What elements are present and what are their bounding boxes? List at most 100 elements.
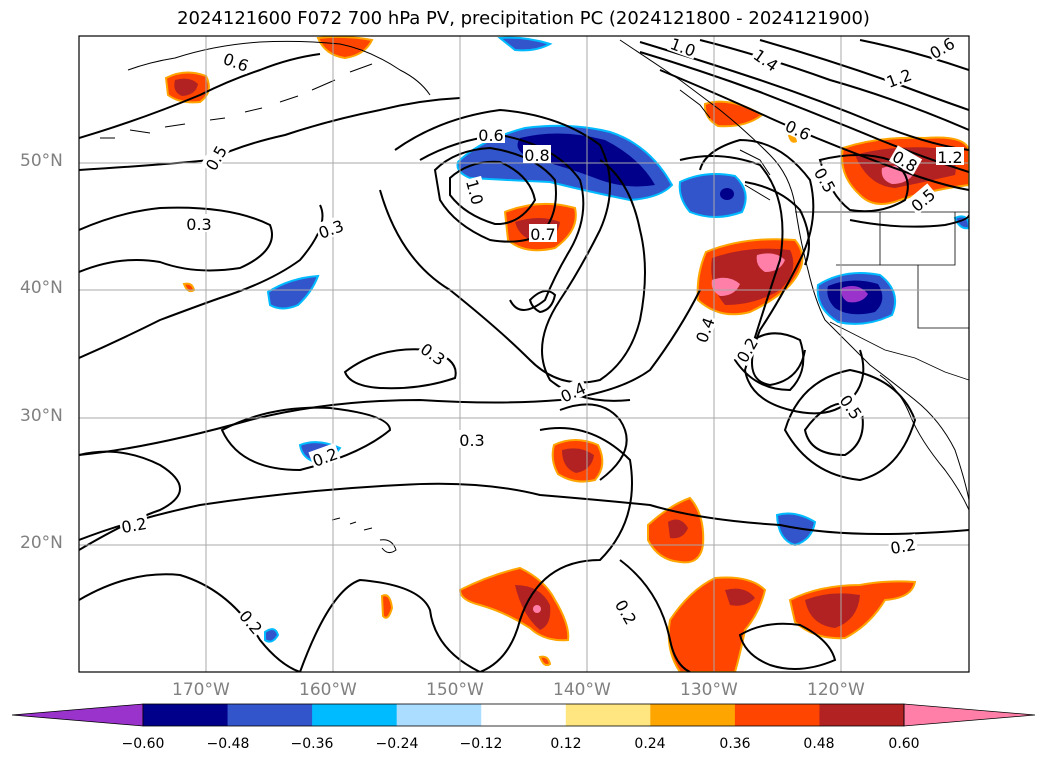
precip-patch <box>805 593 860 628</box>
pv-contour <box>738 622 837 670</box>
contour-label: 0.6 <box>782 116 813 144</box>
contour-label: 0.6 <box>478 126 503 145</box>
contour-label-bg <box>667 36 700 60</box>
pv-contour <box>803 401 864 457</box>
lat-label: 20°N <box>20 533 63 553</box>
contour-label-bg <box>463 175 489 208</box>
pv-contour <box>479 427 633 672</box>
contour-label: 0.8 <box>524 146 549 165</box>
contour-label: 0.2 <box>235 606 266 638</box>
contour-label-bg <box>477 125 505 143</box>
coastlines <box>100 39 969 511</box>
contour-label-bg <box>458 430 486 448</box>
pv-contours <box>79 39 969 672</box>
colorbar-tick-label: −0.60 <box>121 736 165 752</box>
political-borders <box>795 211 969 381</box>
precip-patch <box>711 277 740 296</box>
colorbar-outline <box>142 703 905 727</box>
colorbar-tick-label: 0.36 <box>719 736 751 752</box>
coastline-islands <box>679 89 771 201</box>
contour-label-bg <box>185 214 213 232</box>
precip-patch <box>517 133 655 187</box>
pv-contour <box>639 41 969 151</box>
colorbar-segment <box>734 704 820 726</box>
contour-label-bg <box>556 377 590 406</box>
pv-contour <box>343 348 457 390</box>
contour-label-bg <box>529 224 557 242</box>
contour-label-bg <box>416 337 451 369</box>
contour-label-bg <box>523 145 551 163</box>
pv-contour <box>659 69 969 191</box>
colorbar-tick-label: 0.48 <box>803 736 835 752</box>
lon-label: 160°W <box>299 680 357 700</box>
coastline-alaska <box>127 40 431 96</box>
colorbar-tick-label: 0.24 <box>634 736 666 752</box>
pv-contour <box>559 403 628 481</box>
contour-label-bg <box>118 512 150 536</box>
pv-contour <box>299 578 481 672</box>
coastline-pnw <box>619 39 969 501</box>
pv-contour <box>79 573 301 672</box>
precip-patch <box>538 655 552 667</box>
contour-label-bg <box>731 332 761 367</box>
contour-label: 0.3 <box>186 215 211 234</box>
colorbar-tick-label: 0.60 <box>888 736 920 752</box>
contour-label-bg <box>235 604 268 638</box>
precip-patch <box>316 36 374 60</box>
pv-contour <box>433 146 557 243</box>
contour-label-bg <box>749 43 784 75</box>
contour-label: 0.2 <box>120 514 148 537</box>
contour-label-bg <box>882 63 915 91</box>
precip-patch <box>668 519 688 539</box>
precip-positive-anomalies <box>164 36 969 672</box>
pv-contour <box>379 159 646 384</box>
pv-contour <box>79 204 324 359</box>
precip-patch <box>497 36 553 52</box>
precip-patch <box>667 576 767 672</box>
contour-label: 0.2 <box>611 596 640 628</box>
contour-label-bg <box>905 183 939 216</box>
contour-label-bg <box>781 115 815 144</box>
pv-contour <box>79 97 461 171</box>
coastline-aleutians <box>100 63 373 139</box>
lat-label: 50°N <box>20 151 63 171</box>
precip-patch <box>458 566 570 642</box>
contour-label-bg <box>200 140 230 175</box>
contour-label-bg <box>308 442 341 470</box>
contour-label-bg <box>888 145 923 175</box>
pv-contour <box>79 289 701 456</box>
pv-contour <box>220 406 392 472</box>
colorbar-extend-high <box>903 703 1036 727</box>
pv-contour <box>79 482 969 541</box>
pv-contour <box>619 559 691 672</box>
contour-label-bg <box>612 594 642 629</box>
colorbar-tick-label: 0.12 <box>550 736 582 752</box>
contour-label-bg <box>936 147 964 165</box>
colorbar-segment <box>227 704 313 726</box>
contour-label: 0.3 <box>417 339 449 369</box>
pv-contour <box>394 108 631 402</box>
pv-contour <box>818 154 909 213</box>
precip-patch <box>775 512 817 547</box>
colorbar-segment <box>312 704 398 726</box>
colorbar <box>11 703 1036 727</box>
contour-label: 0.5 <box>810 164 839 196</box>
colorbar-segment <box>565 704 651 726</box>
lon-label: 170°W <box>172 680 230 700</box>
precip-patch <box>720 188 734 200</box>
contour-label-bg <box>836 389 868 424</box>
contour-label-bg <box>314 214 347 242</box>
coastline-mexico <box>879 374 969 511</box>
precip-patch <box>725 588 755 606</box>
contour-label-bg <box>924 36 959 62</box>
colorbar-segment <box>650 704 736 726</box>
pv-contour <box>859 39 969 71</box>
colorbar-tick-label: −0.12 <box>459 736 503 752</box>
colorbar-segment <box>143 704 229 726</box>
precip-patch <box>380 594 394 619</box>
colorbar-tick-label: −0.36 <box>290 736 334 752</box>
contour-label: 1.2 <box>937 148 962 167</box>
colorbar-extend-low <box>11 703 144 727</box>
lon-label: 150°W <box>426 680 484 700</box>
precip-patch <box>562 448 594 473</box>
